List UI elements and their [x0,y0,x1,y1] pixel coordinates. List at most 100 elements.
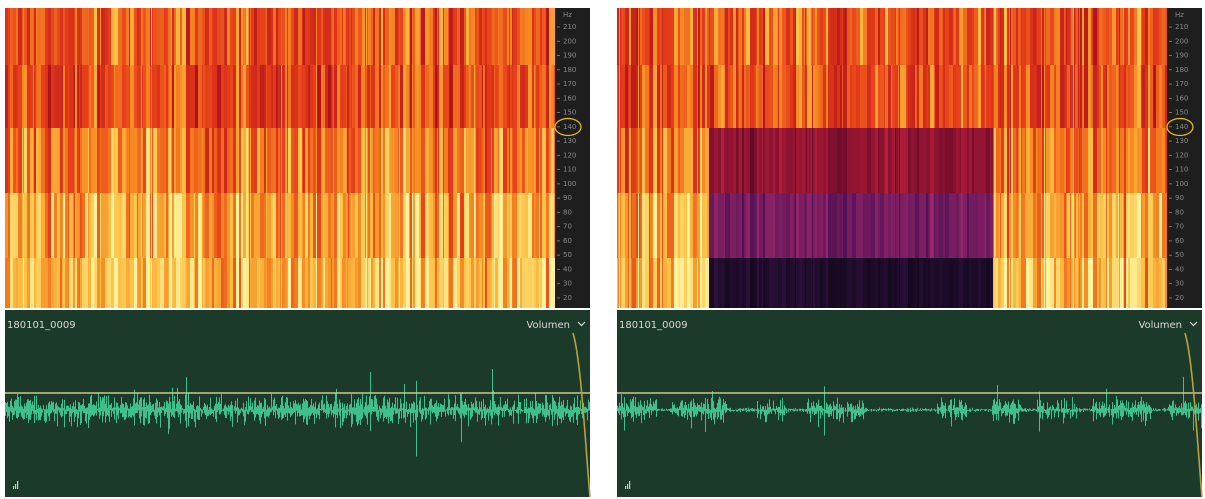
spectral-stripe [817,65,820,128]
spectral-stripe [802,258,804,308]
spectral-stripe [684,65,687,128]
spectral-stripe [934,258,935,308]
spectral-stripe [856,193,860,258]
spectral-stripe [1109,8,1112,65]
spectral-stripe [1010,8,1011,65]
spectral-stripe [1080,8,1082,65]
spectral-stripe [1066,8,1067,65]
spectral-stripe [856,258,860,308]
spectral-stripe [915,65,917,128]
spectral-stripe [249,65,250,128]
spectral-stripe [1159,65,1162,128]
spectral-stripe [271,8,273,65]
spectral-stripe [111,193,114,258]
spectral-stripe [23,128,24,193]
spectral-stripe [1120,65,1123,128]
spectral-stripe [778,258,779,308]
spectral-stripe [1046,8,1050,65]
spectral-stripe [460,258,464,308]
spectral-stripe [961,65,963,128]
dropdown-label: Volumen [526,320,570,331]
spectral-stripe [171,65,172,128]
spectral-stripe [972,8,974,65]
spectral-stripe [730,128,733,193]
spectral-stripe [994,258,996,308]
spectral-stripe [509,65,510,128]
spectral-stripe [1033,65,1036,128]
spectral-stripe [362,65,365,128]
spectral-stripe [239,65,241,128]
spectral-stripe [739,128,742,193]
spectral-stripe [10,258,13,308]
spectral-stripe [1137,258,1141,308]
spectral-stripe [906,8,908,65]
spectral-stripe [509,258,510,308]
spectral-stripe [728,193,730,258]
spectral-stripe [164,65,166,128]
spectral-stripe [840,8,842,65]
spectral-stripe [168,8,169,65]
spectral-stripe [804,8,805,65]
spectral-stripe [1036,258,1037,308]
spectral-stripe [433,193,435,258]
spectral-stripe [444,193,448,258]
spectral-stripe [674,65,678,128]
spectral-stripe [707,128,709,193]
spectral-stripe [1082,193,1084,258]
spectral-stripe [1101,8,1103,65]
spectral-stripe [1056,65,1060,128]
spectral-stripe [271,128,273,193]
spectral-stripe [460,65,464,128]
spectral-stripe [182,65,186,128]
spectral-stripe [820,193,823,258]
spectral-stripe [57,258,60,308]
spectral-stripe [1030,65,1033,128]
spectral-stripe [74,193,75,258]
spectral-stripe [693,8,697,65]
spectral-stripe [674,8,678,65]
spectral-stripe [406,128,409,193]
spectral-stripe [830,128,834,193]
page: Hz21020019018017016015014013012011010090… [0,0,1205,499]
spectral-stripe [671,258,674,308]
spectral-stripe [352,193,355,258]
spectral-stripe [243,128,246,193]
spectral-stripe [636,193,638,258]
spectral-stripe [13,8,16,65]
level-bar [17,481,18,489]
spectral-stripe [863,193,867,258]
spectral-stripe [513,258,517,308]
spectral-stripe [978,8,981,65]
spectral-stripe [974,128,978,193]
spectral-stripe [705,258,707,308]
spectral-stripe [483,8,485,65]
spectral-stripe [10,193,13,258]
spectral-stripe [847,128,850,193]
spectral-stripe [153,65,157,128]
spectral-stripe [38,258,41,308]
spectral-stripe [671,65,674,128]
spectral-stripe [619,8,620,65]
spectral-stripe [639,193,640,258]
spectral-stripe [343,65,346,128]
spectral-stripe [1148,128,1150,193]
spectral-stripe [439,8,443,65]
spectral-stripe [1150,128,1153,193]
spectral-stripe [956,193,959,258]
spectral-stripe [332,8,333,65]
spectral-stripe [1137,128,1141,193]
spectral-stripe [182,8,186,65]
spectral-stripe [959,65,961,128]
spectral-stripe [990,65,991,128]
spectral-stripe [195,65,198,128]
spectral-stripe [542,128,546,193]
spectral-stripe [618,258,619,308]
spectral-stripe [435,8,437,65]
spectral-stripe [945,65,949,128]
spectral-stripe [826,258,828,308]
spectral-stripe [142,65,143,128]
spectral-stripe [998,193,1000,258]
spectral-stripe [464,128,466,193]
spectral-stripe [820,128,823,193]
spectral-stripe [1018,258,1019,308]
